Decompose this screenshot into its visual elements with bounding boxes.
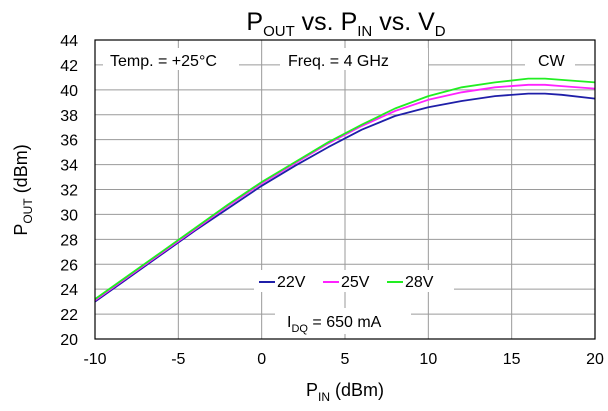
series-lines	[94, 77, 596, 303]
y-tick-label: 38	[60, 108, 78, 125]
series-line-22V	[94, 92, 596, 303]
svg-text:CW: CW	[538, 53, 566, 70]
x-tick-label: -10	[83, 351, 106, 368]
y-axis-ticks: 20 22 24 26 28 30 32 34 36 38 40 42 44	[60, 33, 78, 349]
series-line-28V	[94, 77, 596, 300]
y-tick-label: 28	[60, 232, 78, 249]
x-axis-ticks: -10 -5 0 5 10 15 20	[83, 351, 604, 368]
legend-label-22V: 22V	[277, 274, 306, 291]
x-tick-label: 20	[586, 351, 604, 368]
y-tick-label: 36	[60, 133, 78, 150]
x-tick-label: 5	[341, 351, 350, 368]
legend-label-28V: 28V	[405, 274, 434, 291]
y-tick-label: 26	[60, 257, 78, 274]
x-tick-label: 10	[419, 351, 437, 368]
idq-annotation: IDQ = 650 mA	[275, 308, 411, 335]
y-tick-label: 20	[60, 332, 78, 349]
x-tick-label: 15	[503, 351, 521, 368]
plot-frame	[94, 39, 596, 340]
svg-text:IDQ = 650 mA: IDQ = 650 mA	[287, 314, 382, 335]
y-axis-label: POUT (dBm)	[11, 144, 35, 235]
series-line-25V	[94, 83, 596, 302]
x-axis-label: PIN (dBm)	[306, 380, 384, 404]
y-tick-label: 40	[60, 83, 78, 100]
y-tick-label: 22	[60, 307, 78, 324]
chart-title: POUT vs. PIN vs. VD	[246, 8, 445, 40]
legend-label-25V: 25V	[341, 274, 370, 291]
mode-annotation: CW	[525, 48, 575, 70]
y-tick-label: 42	[60, 58, 78, 75]
y-tick-label: 24	[60, 282, 78, 299]
y-tick-label: 34	[60, 158, 78, 175]
x-tick-label: 0	[257, 351, 266, 368]
svg-text:Temp. = +25°C: Temp. = +25°C	[110, 53, 217, 70]
y-tick-label: 32	[60, 183, 78, 200]
temp-annotation: Temp. = +25°C	[103, 48, 239, 70]
y-tick-label: 44	[60, 33, 78, 50]
y-tick-label: 30	[60, 207, 78, 224]
freq-annotation: Freq. = 4 GHz	[280, 48, 428, 70]
svg-text:Freq. = 4 GHz: Freq. = 4 GHz	[288, 53, 389, 70]
legend: 22V 25V 28V	[254, 270, 454, 292]
x-tick-label: -5	[171, 351, 185, 368]
